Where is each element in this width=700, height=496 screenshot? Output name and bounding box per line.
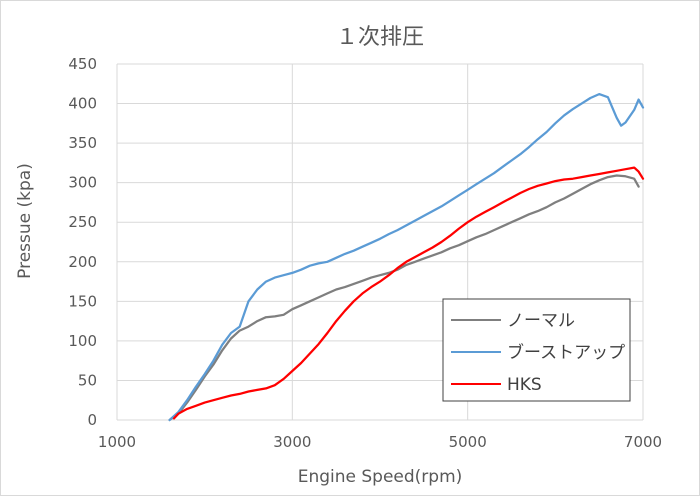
x-tick-label: 7000	[624, 433, 662, 451]
y-tick-label: 350	[68, 134, 97, 152]
tick-labels: 0 50 100 150 200 250 300 350 400 450 1000 3000 5000 7…	[68, 55, 662, 451]
series-lines	[168, 92, 645, 422]
y-tick-label: 450	[68, 55, 97, 73]
y-tick-label: 150	[68, 292, 97, 310]
x-tick-label: 5000	[449, 433, 487, 451]
legend-label-boost-up: ブーストアップ	[507, 342, 625, 363]
x-tick-label: 1000	[98, 433, 136, 451]
y-tick-label: 250	[68, 213, 97, 231]
series-line-1	[168, 92, 645, 422]
x-axis-title: Engine Speed(rpm)	[298, 467, 463, 487]
legend: ノーマル ブーストアップ HKS	[442, 298, 631, 402]
y-tick-label: 200	[68, 253, 97, 271]
y-tick-label: 0	[87, 411, 97, 429]
y-tick-label: 400	[68, 95, 97, 113]
legend-label-normal: ノーマル	[507, 311, 575, 331]
y-tick-label: 50	[78, 371, 97, 389]
y-axis-title: Pressue (kpa)	[15, 163, 35, 279]
chart-title: １次排圧	[336, 25, 424, 50]
y-tick-label: 100	[68, 332, 97, 350]
legend-label-hks: HKS	[507, 375, 542, 395]
series-line-0	[168, 174, 640, 422]
y-tick-label: 300	[68, 174, 97, 192]
series-line-2	[172, 166, 645, 420]
x-tick-label: 3000	[273, 433, 311, 451]
